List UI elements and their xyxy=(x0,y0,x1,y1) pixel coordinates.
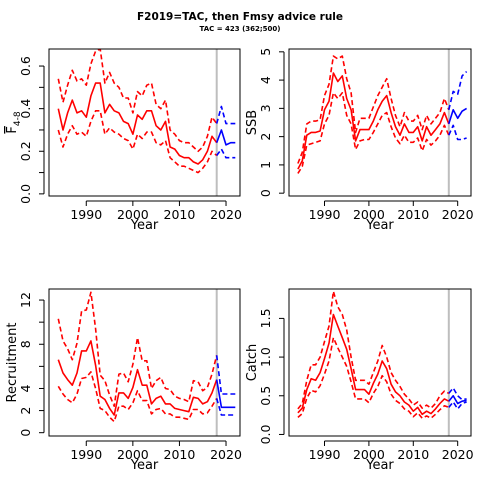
series-hist-upper xyxy=(297,290,450,410)
panel-ssb: 1990 2000 2010 2020 Year 0 1 2 3 4 5 SSB xyxy=(245,48,474,233)
series-hist-lower xyxy=(297,92,450,174)
y-axis: 0.0 0.2 0.4 0.6 xyxy=(18,56,45,204)
x-tick-label: 2010 xyxy=(164,447,196,462)
y-tick-label: 4 xyxy=(258,76,273,84)
series-hist-est xyxy=(297,313,450,416)
y-tick-label: 5 xyxy=(258,48,273,56)
x-tick-label: 2010 xyxy=(397,207,429,222)
x-tick-label: 2020 xyxy=(442,207,474,222)
x-tick-label: 2000 xyxy=(117,207,149,222)
y-tick-label: 1.5 xyxy=(258,308,273,328)
series-hist-lower xyxy=(297,336,450,420)
panel-catch: 1990 2000 2010 2020 Year 0.0 0.5 1.0 1.5 Catch xyxy=(245,288,474,473)
y-tick-label: 3 xyxy=(258,104,273,112)
y-tick-label: 0.4 xyxy=(18,99,33,119)
series-proj-upper xyxy=(215,105,236,125)
y-axis: 0 2 4 8 12 xyxy=(18,292,45,437)
y-tick-label: 0.0 xyxy=(18,184,33,204)
x-tick-label: 1990 xyxy=(70,207,102,222)
y-tick-label: 0.2 xyxy=(18,141,33,161)
series-hist-est xyxy=(57,82,218,165)
series-proj-upper xyxy=(215,355,236,395)
y-tick-label: 0 xyxy=(18,429,33,437)
series-proj-lower xyxy=(215,398,236,416)
series-hist-est xyxy=(57,340,218,416)
x-tick-label: 1990 xyxy=(309,447,341,462)
series-proj-est xyxy=(215,129,236,146)
x-axis-label: Year xyxy=(130,458,159,473)
y-tick-label: 2 xyxy=(18,407,33,415)
y-tick-label: 1 xyxy=(258,161,273,169)
plot-frame xyxy=(288,288,472,437)
series-hist-est xyxy=(297,72,450,170)
x-tick-label: 2010 xyxy=(164,207,196,222)
series-proj-lower xyxy=(448,401,467,410)
x-tick-label: 1990 xyxy=(309,207,341,222)
series-proj-est xyxy=(448,107,468,125)
x-axis-label: Year xyxy=(365,458,394,473)
x-axis: 1990 2000 2010 2020 xyxy=(70,440,242,462)
y-tick-label: 0.5 xyxy=(258,386,273,406)
y-axis: 0.0 0.5 1.0 1.5 xyxy=(258,308,285,444)
series-proj-est xyxy=(448,394,467,405)
x-tick-label: 2020 xyxy=(442,447,474,462)
y-tick-label: 0 xyxy=(258,189,273,197)
y-tick-label: 1.0 xyxy=(258,347,273,367)
y-tick-label: 4 xyxy=(18,384,33,392)
series-hist-lower xyxy=(57,371,218,423)
y-axis-label: F4-8 xyxy=(5,111,23,133)
panel-f: 1990 2000 2010 2020 Year 0.0 0.2 0.4 0.6 F4-8 xyxy=(5,48,242,233)
y-axis-label: Catch xyxy=(245,344,260,382)
plot-frame xyxy=(48,288,241,437)
figure-title: F2019=TAC, then Fmsy advice rule xyxy=(137,11,343,23)
x-axis: 1990 2000 2010 2020 xyxy=(70,200,242,222)
series-proj-lower xyxy=(216,148,236,159)
y-axis-label-subscript: 4-8 xyxy=(13,111,23,126)
x-tick-label: 2000 xyxy=(353,207,385,222)
x-tick-label: 1990 xyxy=(70,447,102,462)
y-tick-label: 2 xyxy=(258,133,273,141)
x-tick-label: 2010 xyxy=(397,447,429,462)
y-tick-label: 0.6 xyxy=(18,56,33,76)
x-axis: 1990 2000 2010 2020 xyxy=(309,440,474,462)
x-tick-label: 2000 xyxy=(117,447,149,462)
y-axis-label: Recruitment xyxy=(5,323,20,403)
x-axis: 1990 2000 2010 2020 xyxy=(309,200,474,222)
plot-frame xyxy=(288,48,472,197)
x-tick-label: 2020 xyxy=(210,447,242,462)
series-hist-upper xyxy=(57,291,218,408)
series-hist-lower xyxy=(57,110,218,174)
series-proj-lower xyxy=(448,124,467,141)
x-axis-label: Year xyxy=(365,218,394,233)
y-axis-label: SSB xyxy=(245,110,260,135)
series-proj-upper xyxy=(448,71,468,110)
x-tick-label: 2020 xyxy=(210,207,242,222)
y-tick-label: 12 xyxy=(18,292,33,308)
y-tick-label: 8 xyxy=(18,340,33,348)
series-hist-upper xyxy=(57,49,218,153)
y-tick-label: 0.0 xyxy=(258,424,273,444)
series-hist-upper xyxy=(297,55,450,164)
x-tick-label: 2000 xyxy=(353,447,385,462)
series-proj-est xyxy=(215,379,236,409)
y-axis: 0 1 2 3 4 5 xyxy=(258,48,285,197)
figure-subtitle: TAC = 423 (362;500) xyxy=(200,25,281,33)
x-axis-label: Year xyxy=(130,218,159,233)
series-proj-upper xyxy=(448,387,467,401)
y-axis-label-main: F xyxy=(5,126,20,133)
plot-frame xyxy=(48,48,241,197)
panel-recruitment: 1990 2000 2010 2020 Year 0 2 4 8 12 Recruitment xyxy=(5,288,242,473)
